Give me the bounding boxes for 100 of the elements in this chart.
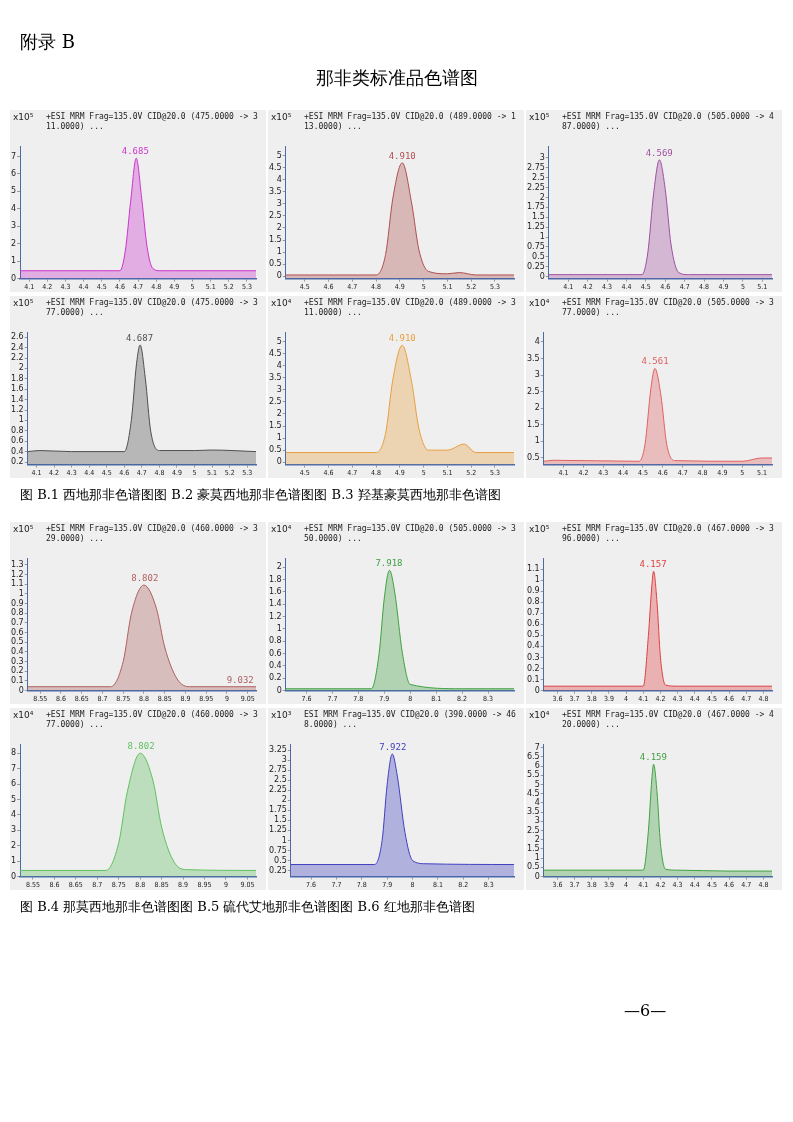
- y-tick-label: 0.6: [526, 619, 540, 629]
- y-tick-label: 2.2: [10, 353, 24, 363]
- y-tick-label: 3.5: [268, 372, 282, 382]
- y-tick-label: 0: [539, 271, 545, 281]
- y-tick-label: 2.4: [10, 342, 24, 352]
- y-tick-label: 2.5: [526, 386, 540, 396]
- y-tick-label: 2.75: [269, 765, 287, 775]
- y-tick-label: 4: [276, 360, 282, 370]
- y-tick-label: 6: [11, 168, 17, 178]
- annotation: 8.802: [131, 572, 159, 583]
- annotation: 4.157: [639, 559, 667, 570]
- y-tick-label: 1.5: [268, 235, 282, 245]
- y-tick-label: 7: [534, 742, 540, 752]
- y-tick-label: 0: [534, 685, 540, 695]
- y-tick-label: 7: [11, 151, 17, 161]
- y-tick-label: 7: [11, 763, 17, 773]
- y-tick-label: 1.5: [532, 212, 545, 222]
- y-tick-label: 2: [11, 238, 17, 248]
- y-tick-label: 1.75: [527, 202, 545, 212]
- y-tick-label: 1: [11, 256, 17, 266]
- y-tick-label: 8: [11, 748, 17, 758]
- y-axis-title: x10⁴: [529, 710, 550, 720]
- y-axis-title: x10⁵: [271, 112, 292, 122]
- y-tick-label: 3: [276, 384, 282, 394]
- y-tick-label: 3: [11, 221, 17, 231]
- annotation: 4.159: [639, 752, 667, 763]
- y-tick-label: 5: [11, 794, 17, 804]
- y-tick-label: 0: [276, 457, 282, 467]
- y-tick-label: 1.8: [10, 373, 24, 383]
- y-tick-label: 6: [534, 761, 540, 771]
- annotation: 7.918: [375, 558, 403, 569]
- y-tick-label: 2: [281, 795, 287, 805]
- chart-title: +ESI MRM Frag=135.0V CID@20.0 (489.0000 -> 311.0000) ...: [304, 298, 517, 318]
- y-axis-title: x10⁴: [271, 298, 292, 308]
- y-tick-label: 2: [534, 834, 540, 844]
- text: 图 B.4 那莫西地那非色谱图图 B.5 硫代艾地那非色谱图图 B.6 红地那非色谱图: [20, 898, 475, 916]
- y-tick-label: 0.5: [526, 862, 540, 872]
- y-tick-label: 0.6: [10, 436, 24, 446]
- y-tick-label: 6.5: [526, 751, 540, 761]
- y-tick-label: 1.5: [526, 419, 540, 429]
- y-tick-label: 1: [534, 575, 540, 585]
- y-tick-label: 4: [534, 798, 540, 808]
- y-tick-label: 4.5: [268, 348, 282, 358]
- y-tick-label: 0.8: [10, 608, 24, 618]
- y-tick-label: 0.5: [268, 445, 282, 455]
- y-tick-label: 1.25: [527, 222, 545, 232]
- y-tick-label: 0.8: [268, 636, 282, 646]
- y-tick-label: 3: [534, 816, 540, 826]
- y-tick-label: 0.2: [268, 673, 282, 683]
- y-tick-label: 1: [18, 415, 24, 425]
- y-axis-title: x10⁴: [13, 710, 34, 720]
- annotation: 7.922: [379, 741, 407, 752]
- y-tick-label: 1.3: [10, 559, 24, 569]
- y-tick-label: 0.7: [10, 617, 24, 627]
- y-tick-label: 3: [539, 152, 545, 162]
- y-tick-label: 1.75: [269, 805, 287, 815]
- y-tick-label: 0.5: [274, 855, 287, 865]
- y-tick-label: 3: [281, 755, 287, 765]
- chart-title: +ESI MRM Frag=135.0V CID@20.0 (467.0000 -> 420.0000) ...: [562, 710, 775, 730]
- y-tick-label: 2.5: [268, 396, 282, 406]
- y-tick-label: 2: [534, 403, 540, 413]
- y-tick-label: 0.8: [526, 597, 540, 607]
- y-tick-label: 0.6: [10, 627, 24, 637]
- y-tick-label: 0.3: [10, 656, 24, 666]
- y-axis-title: x10⁵: [13, 112, 34, 122]
- y-tick-label: 0.5: [526, 453, 540, 463]
- y-tick-label: 1.2: [268, 611, 282, 621]
- y-tick-label: 2: [18, 363, 24, 373]
- y-tick-label: 2.5: [532, 172, 545, 182]
- y-tick-label: 1: [281, 835, 287, 845]
- y-tick-label: 1.1: [10, 579, 24, 589]
- y-tick-label: 0.9: [526, 586, 540, 596]
- y-tick-label: 0.7: [526, 608, 540, 618]
- annotation: 4.561: [641, 356, 669, 367]
- y-tick-label: 0.9: [10, 598, 24, 608]
- y-tick-label: 2: [11, 840, 17, 850]
- y-tick-label: 0.5: [532, 251, 545, 261]
- y-tick-label: 1: [276, 433, 282, 443]
- y-tick-label: 4: [11, 203, 17, 213]
- y-tick-label: 0.75: [269, 845, 287, 855]
- y-tick-label: 5.5: [526, 770, 540, 780]
- y-tick-label: 0.6: [268, 648, 282, 658]
- y-tick-label: 1.4: [268, 599, 282, 609]
- y-tick-label: 0: [11, 273, 17, 283]
- text: 图 B.1 西地那非色谱图图 B.2 豪莫西地那非色谱图图 B.3 羟基豪莫西地那非色谱图: [20, 486, 501, 504]
- y-tick-label: 3.25: [269, 745, 287, 755]
- chart-title: +ESI MRM Frag=135.0V CID@20.0 (505.0000 -> 377.0000) ...: [562, 298, 775, 318]
- y-tick-label: 0.75: [527, 242, 545, 252]
- y-tick-label: 1.4: [10, 394, 24, 404]
- y-tick-label: 1: [18, 588, 24, 598]
- y-tick-label: 0.2: [10, 666, 24, 676]
- text: 附录 B: [20, 30, 75, 54]
- y-tick-label: 1.2: [10, 569, 24, 579]
- annotation: 4.685: [121, 146, 149, 157]
- y-tick-label: 2.75: [527, 162, 545, 172]
- y-tick-label: 6: [11, 779, 17, 789]
- y-tick-label: 1.6: [268, 587, 282, 596]
- y-tick-label: 2.5: [274, 775, 287, 785]
- y-tick-label: 4.5: [526, 788, 540, 798]
- y-tick-label: 2.25: [269, 785, 287, 795]
